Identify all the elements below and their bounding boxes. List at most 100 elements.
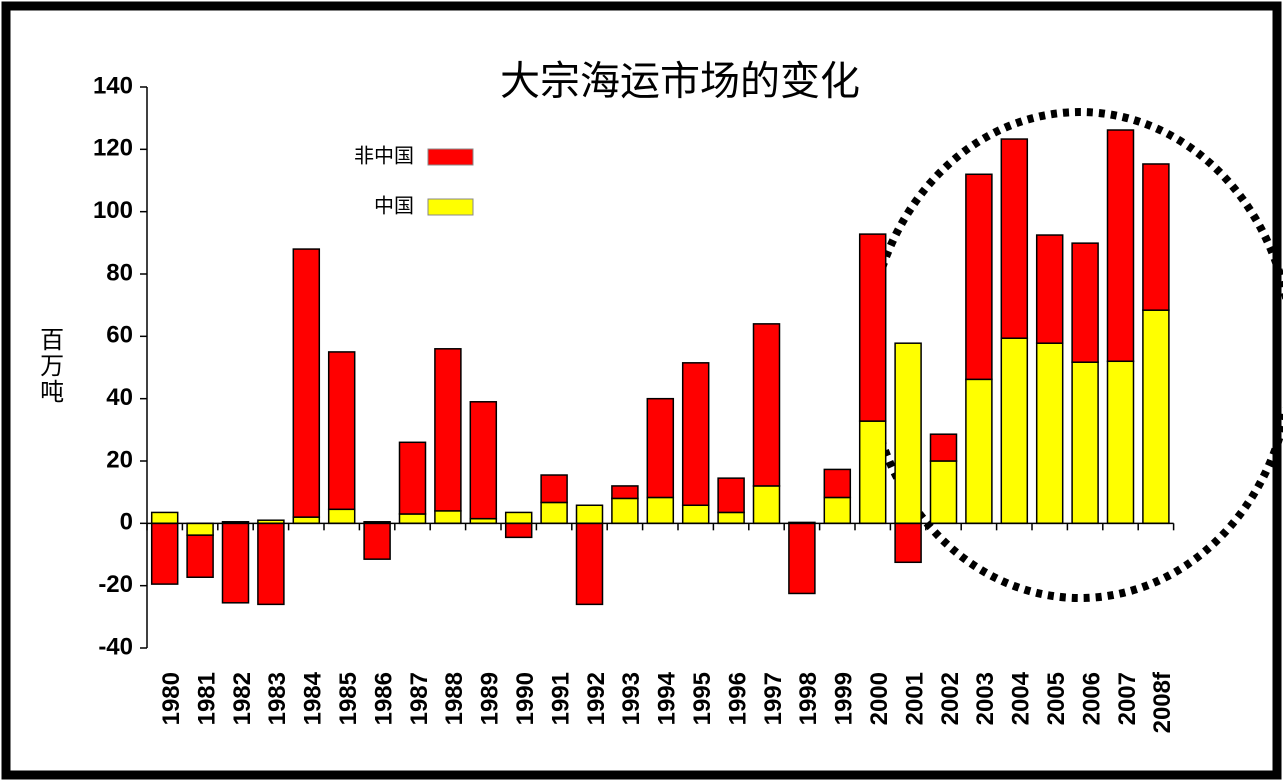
bar-segment <box>965 173 993 381</box>
x-tick-label: 1989 <box>477 672 504 725</box>
bar-segment <box>1142 309 1170 525</box>
bar-segment <box>504 511 533 525</box>
x-tick-label: 1993 <box>618 672 645 725</box>
chart-title: 大宗海运市场的变化 <box>500 60 860 104</box>
bar-segment <box>1035 234 1064 344</box>
bar-segment <box>646 496 675 525</box>
bar-segment <box>150 522 179 585</box>
x-tick-label: 2002 <box>937 672 964 725</box>
y-tick-label: -20 <box>98 571 133 598</box>
x-tick-label: 1982 <box>229 672 256 725</box>
bar-segment <box>858 233 887 422</box>
legend-swatch <box>427 198 474 216</box>
bar-segment <box>363 522 391 560</box>
y-tick-label: 140 <box>93 72 133 99</box>
x-tick-label: 2005 <box>1043 672 1070 725</box>
bar-segment <box>788 522 816 595</box>
x-tick-label: 1998 <box>795 672 822 725</box>
bar-segment <box>186 534 214 579</box>
bar-segment <box>823 496 852 525</box>
x-tick-label: 2004 <box>1008 671 1035 725</box>
y-tick-label: 120 <box>93 135 133 162</box>
bar-segment <box>1142 163 1170 311</box>
bar-segment <box>929 433 958 462</box>
x-tick-label: 2006 <box>1078 672 1105 725</box>
highlight-circle <box>864 108 1283 602</box>
x-tick-label: 1999 <box>831 672 858 725</box>
legend-swatch <box>427 148 474 166</box>
x-tick-label: 1983 <box>264 672 291 725</box>
x-tick-label: 2008f <box>1149 671 1176 733</box>
bar-segment <box>575 522 604 606</box>
x-tick-label: 1985 <box>335 672 362 725</box>
x-tick-label: 2000 <box>866 672 893 725</box>
bar-segment <box>221 522 250 604</box>
bar-segment <box>646 397 675 499</box>
bar-segment <box>575 504 604 525</box>
x-tick-label: 1981 <box>193 672 220 725</box>
bar-segment <box>965 378 993 525</box>
legend: 中国 非中国 <box>354 144 474 217</box>
bar-segment <box>752 485 781 525</box>
bar-segment <box>292 516 321 525</box>
bar-segment <box>717 477 745 514</box>
x-tick-label: 1984 <box>300 671 327 725</box>
bar-segment <box>186 522 214 536</box>
x-tick-label: 1991 <box>547 672 574 725</box>
bar-segment <box>717 511 745 525</box>
bar-segment <box>434 348 462 512</box>
bar-segment <box>1035 342 1064 525</box>
bar-segment <box>929 460 958 525</box>
x-tick-label: 2001 <box>901 672 928 725</box>
x-tick-label: 1990 <box>512 672 539 725</box>
bar-segment <box>611 485 639 500</box>
bar-segment <box>257 522 285 606</box>
x-tick-label: 1987 <box>406 672 433 725</box>
y-tick-label: 0 <box>120 509 133 536</box>
x-tick-label: 1997 <box>760 672 787 725</box>
y-tick-label: 20 <box>106 446 133 473</box>
bar-segment <box>434 510 462 525</box>
bar-segment <box>398 513 427 525</box>
x-tick-label: 2007 <box>1114 672 1141 725</box>
bar-segment <box>681 362 710 507</box>
bar-segment <box>894 522 922 564</box>
x-tick-label: 1986 <box>370 672 397 725</box>
bar-segment <box>894 342 922 525</box>
bar-segment <box>1071 361 1099 525</box>
y-axis-label: 百万吨 <box>36 327 64 405</box>
legend-label: 中国 <box>374 194 414 217</box>
bars <box>150 129 1170 606</box>
bar-segment <box>540 501 568 525</box>
bar-segment <box>1000 138 1029 339</box>
x-tick-label: 1980 <box>158 672 185 725</box>
bar-segment <box>858 420 887 525</box>
bar-segment <box>752 323 781 487</box>
x-tick-label: 2003 <box>972 672 999 725</box>
bar-segment <box>1106 360 1135 525</box>
x-tick-label: 1994 <box>654 671 681 725</box>
bar-segment <box>540 474 568 504</box>
bar-segment <box>150 511 179 525</box>
x-tick-label: 1995 <box>689 672 716 725</box>
bar-segment <box>823 468 852 499</box>
bar-segment <box>611 497 639 525</box>
bar-segment <box>327 351 356 511</box>
y-tick-label: 80 <box>106 259 133 286</box>
legend-label: 非中国 <box>354 144 414 167</box>
y-tick-label: -40 <box>98 633 133 660</box>
bar-segment <box>1106 129 1135 363</box>
y-tick-label: 40 <box>106 384 133 411</box>
bar-segment <box>1000 337 1029 525</box>
x-tick-label: 1988 <box>441 672 468 725</box>
y-tick-label: 100 <box>93 197 133 224</box>
y-tick-label: 60 <box>106 322 133 349</box>
bar-segment <box>292 248 321 518</box>
bar-segment <box>504 522 533 539</box>
bar-segment <box>327 508 356 525</box>
bar-segment <box>469 401 498 520</box>
bar-segment <box>398 441 427 515</box>
bar-segment <box>1071 242 1099 363</box>
x-tick-label: 1992 <box>583 672 610 725</box>
